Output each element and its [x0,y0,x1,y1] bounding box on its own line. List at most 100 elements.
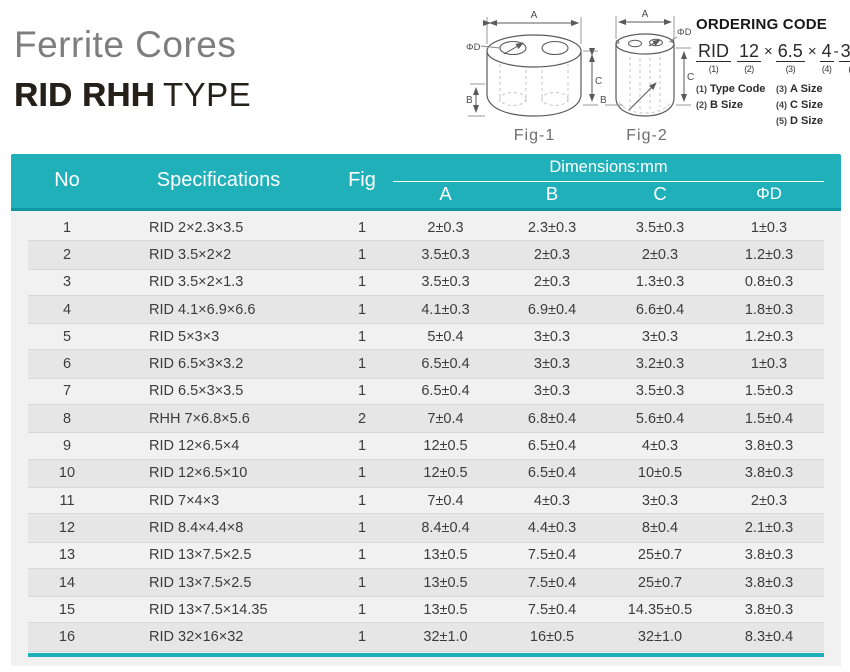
cell-specification: RID 8.4×4.4×8 [149,519,244,536]
table-row: 8 RHH 7×6.8×5.6 2 7±0.4 6.8±0.4 5.6±0.4 … [28,405,824,433]
cell-specification: RID 7×4×3 [149,492,220,509]
ordering-code-example: RID(1) 12(2) × 6.5(3) × 4(4) - 3.8(5) [696,41,850,74]
cell-dim-b: 7.5±0.4 [527,601,577,618]
page-title: Ferrite Cores [14,24,237,65]
table-row: 15 RID 13×7.5×14.35 1 13±0.5 7.5±0.4 14.… [28,596,824,623]
table-row: 3 RID 3.5×2×1.3 1 3.5±0.3 2±0.3 1.3±0.3 … [28,269,824,296]
cell-no: 9 [62,438,72,455]
cell-dim-d: 1±0.3 [750,356,788,373]
fig2-caption: Fig-2 [626,127,668,144]
fig2-dim-d-label: ΦD [677,27,692,38]
cell-dim-c: 2±0.3 [641,246,679,263]
column-header-specifications: Specifications [156,168,281,191]
table-row: 16 RID 32×16×32 1 32±1.0 16±0.5 32±1.0 8… [28,623,824,651]
dash-sign: - [833,43,839,60]
cell-specification: RID 12×6.5×4 [149,438,240,455]
cell-specification: RID 3.5×2×1.3 [149,274,244,291]
code-segment: 4 (4) [819,41,834,74]
cell-no: 14 [58,574,76,591]
figure-1: A ΦD C B Fig-1 [466,6,603,145]
cell-dim-d: 8.3±0.4 [744,629,794,646]
cell-dim-a: 7±0.4 [427,492,464,509]
cell-dim-a: 13±0.5 [423,574,468,591]
column-header-dimensions: Dimensions:mm [393,154,824,182]
cell-dim-d: 3.8±0.3 [744,547,794,564]
cell-dim-c: 3±0.3 [641,492,679,509]
cell-dim-c: 10±0.5 [637,465,683,482]
page-subtitle: RID RHH TYPE [14,76,251,114]
cell-dim-d: 3.8±0.3 [744,601,794,618]
cell-dim-a: 6.5±0.4 [421,383,470,400]
cell-dim-b: 2±0.3 [533,274,571,291]
cell-dim-b: 2.3±0.3 [527,219,577,236]
table-row: 13 RID 13×7.5×2.5 1 13±0.5 7.5±0.4 25±0.… [28,542,824,569]
cell-fig: 1 [357,274,367,291]
cell-dim-a: 12±0.5 [423,465,468,482]
cell-dim-a: 5±0.4 [427,328,464,345]
cell-fig: 1 [357,629,367,646]
cell-dim-d: 3.8±0.3 [744,465,794,482]
cell-no: 2 [62,246,72,263]
cell-no: 15 [58,601,76,618]
table-row: 14 RID 13×7.5×2.5 1 13±0.5 7.5±0.4 25±0.… [28,568,824,597]
cell-dim-b: 6.8±0.4 [527,410,577,427]
specifications-table: No Specifications Fig Dimensions:mm A B … [11,154,841,666]
table-row: 2 RID 3.5×2×2 1 3.5±0.3 2±0.3 2±0.3 1.2±… [28,241,824,269]
cell-no: 7 [62,383,72,400]
cell-dim-d: 0.8±0.3 [744,274,794,291]
cell-dim-d: 1±0.3 [750,219,788,236]
cell-dim-c: 32±1.0 [637,629,683,646]
cell-fig: 1 [357,574,367,591]
cell-no: 4 [62,301,72,318]
cell-no: 10 [58,465,76,482]
cell-dim-c: 4±0.3 [641,438,679,455]
cell-dim-d: 1.2±0.3 [744,328,794,345]
core-drawing-fig2: A ΦD C B [600,9,694,117]
figure-2: A ΦD C B Fig-2 [599,6,695,145]
cell-dim-c: 6.6±0.4 [635,301,685,318]
cell-no: 12 [58,519,76,536]
table-row: 11 RID 7×4×3 1 7±0.4 4±0.3 3±0.3 2±0.3 [28,487,824,514]
cell-no: 8 [62,410,72,427]
cell-dim-c: 25±0.7 [637,574,683,591]
cell-fig: 1 [357,601,367,618]
cell-dim-b: 6.5±0.4 [527,465,577,482]
multiply-sign: × [764,43,773,60]
cell-specification: RID 6.5×3×3.5 [149,383,244,400]
cell-dim-c: 3.5±0.3 [635,219,685,236]
cell-specification: RID 13×7.5×14.35 [149,601,268,618]
code-segment: 3.8(5) [838,41,850,74]
cell-dim-a: 12±0.5 [423,438,468,455]
ordering-code-section: ORDERING CODE RID (1) 12 (2) × 6.5 (3) × 4(… [696,16,850,131]
cell-dim-a: 13±0.5 [423,547,468,564]
cell-dim-a: 3.5±0.3 [421,246,470,263]
fig2-dim-b-label: B [600,95,607,106]
cell-specification: RID 12×6.5×10 [149,465,248,482]
cell-dim-a: 2±0.3 [427,219,464,236]
column-header-fig: Fig [348,168,376,191]
cell-dim-b: 2±0.3 [533,246,571,263]
column-header-a: A [439,183,452,204]
cell-specification: RHH 7×6.8×5.6 [149,410,250,427]
cell-specification: RID 13×7.5×2.5 [149,574,252,591]
ordering-code-legend: (1) Type Code (2) B Size (3) A Size (4) C Si… [696,83,848,131]
cell-dim-b: 4.4±0.3 [527,519,577,536]
cell-dim-a: 8.4±0.4 [421,519,470,536]
cell-dim-a: 4.1±0.3 [421,301,470,318]
fig1-dim-b-label: B [466,95,473,106]
cell-specification: RID 13×7.5×2.5 [149,547,252,564]
cell-dim-c: 25±0.7 [637,547,683,564]
cell-fig: 1 [357,219,367,236]
legend-item: (3) A Size [776,83,823,95]
code-segment: 6.5 (3) [775,41,805,74]
cell-no: 11 [59,492,75,509]
cell-dim-b: 7.5±0.4 [527,574,577,591]
cell-no: 3 [62,274,72,291]
table-row: 4 RID 4.1×6.9×6.6 1 4.1±0.3 6.9±0.4 6.6±… [28,295,824,324]
table-row: 6 RID 6.5×3×3.2 1 6.5±0.4 3±0.3 3.2±0.3 … [28,350,824,378]
fig1-dim-d-label: ΦD [466,42,481,53]
cell-dim-d: 3.8±0.3 [744,438,794,455]
fig1-caption: Fig-1 [513,127,556,144]
cell-specification: RID 3.5×2×2 [149,246,232,263]
cell-fig: 1 [357,246,367,263]
